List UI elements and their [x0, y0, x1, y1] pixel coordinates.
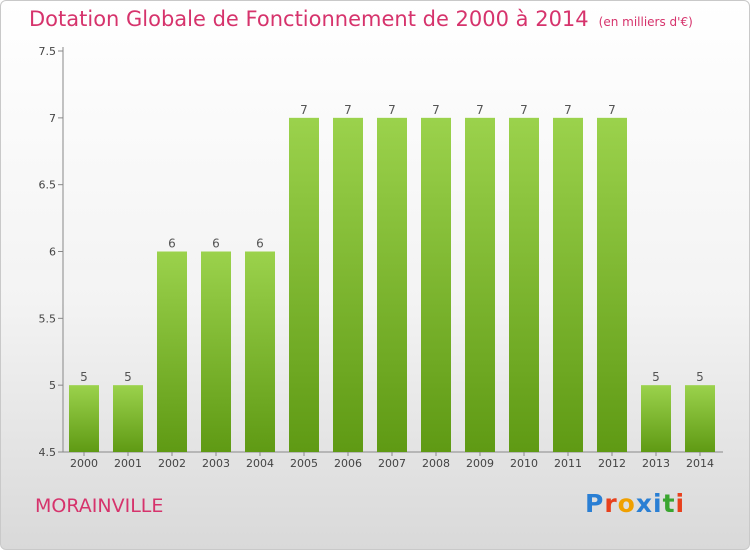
x-tick-label: 2007 — [378, 457, 406, 470]
bar-2013 — [641, 385, 671, 452]
logo-letter: x — [635, 489, 653, 518]
x-tick-label: 2010 — [510, 457, 538, 470]
data-label: 7 — [300, 103, 308, 117]
logo-letter: i — [653, 489, 663, 518]
y-tick-label: 6.5 — [39, 179, 57, 192]
data-label: 5 — [80, 370, 88, 384]
x-tick-label: 2005 — [290, 457, 318, 470]
bar-2001 — [113, 385, 143, 452]
bar-2004 — [245, 251, 275, 452]
data-label: 6 — [168, 237, 176, 251]
data-label: 7 — [608, 103, 616, 117]
bar-2014 — [685, 385, 715, 452]
x-tick-label: 2009 — [466, 457, 494, 470]
bar-2009 — [465, 117, 495, 452]
data-label: 6 — [212, 237, 220, 251]
data-label: 7 — [520, 103, 528, 117]
x-tick-label: 2003 — [202, 457, 230, 470]
data-label: 7 — [476, 103, 484, 117]
data-labels: 5 5 6 6 6 7 7 7 7 7 7 7 7 5 5 — [80, 103, 704, 384]
data-label: 5 — [124, 370, 132, 384]
bar-2010 — [509, 117, 539, 452]
bar-2005 — [289, 117, 319, 452]
bar-2011 — [553, 117, 583, 452]
data-label: 7 — [344, 103, 352, 117]
y-tick-label: 6 — [49, 246, 56, 259]
x-tick-label: 2001 — [114, 457, 142, 470]
bar-2000 — [69, 385, 99, 452]
bar-2008 — [421, 117, 451, 452]
y-tick-label: 5.5 — [39, 312, 57, 325]
x-tick-labels: 2000 2001 2002 2003 2004 2005 2006 2007 2008 2009… — [70, 457, 714, 470]
y-tick-label: 7.5 — [39, 45, 57, 58]
logo-letter: r — [604, 489, 618, 518]
bar-2006 — [333, 117, 363, 452]
logo-letter: t — [662, 489, 676, 518]
x-tick-label: 2000 — [70, 457, 98, 470]
x-tick-label: 2013 — [642, 457, 670, 470]
x-tick-label: 2004 — [246, 457, 274, 470]
x-tick-label: 2014 — [686, 457, 714, 470]
data-label: 7 — [432, 103, 440, 117]
x-tick-label: 2002 — [158, 457, 186, 470]
chart-title: Dotation Globale de Fonctionnement de 20… — [29, 7, 693, 31]
bar-2002 — [157, 251, 187, 452]
x-tick-label: 2006 — [334, 457, 362, 470]
y-tick-labels: 4.5 5 5.5 6 6.5 7 7.5 — [39, 45, 57, 459]
data-label: 6 — [256, 237, 264, 251]
unit-note: (en milliers d'€) — [598, 15, 693, 29]
logo-letter: o — [617, 489, 636, 518]
proxiti-logo: Proxiti — [585, 489, 685, 518]
bar-2012 — [597, 117, 627, 452]
x-tick-label: 2011 — [554, 457, 582, 470]
bar-2003 — [201, 251, 231, 452]
data-label: 5 — [696, 370, 704, 384]
logo-letter: P — [585, 489, 605, 518]
y-tick-label: 5 — [49, 379, 56, 392]
x-tick-label: 2012 — [598, 457, 626, 470]
y-tick-label: 7 — [49, 112, 56, 125]
data-label: 5 — [652, 370, 660, 384]
chart-title-text: Dotation Globale de Fonctionnement de 20… — [29, 7, 589, 31]
bar-2007 — [377, 117, 407, 452]
logo-letter: i — [675, 489, 686, 518]
city-name: MORAINVILLE — [35, 495, 164, 517]
bars — [69, 117, 715, 452]
data-label: 7 — [388, 103, 396, 117]
data-label: 7 — [564, 103, 572, 117]
x-tick-label: 2008 — [422, 457, 450, 470]
y-tick-label: 4.5 — [39, 446, 57, 459]
